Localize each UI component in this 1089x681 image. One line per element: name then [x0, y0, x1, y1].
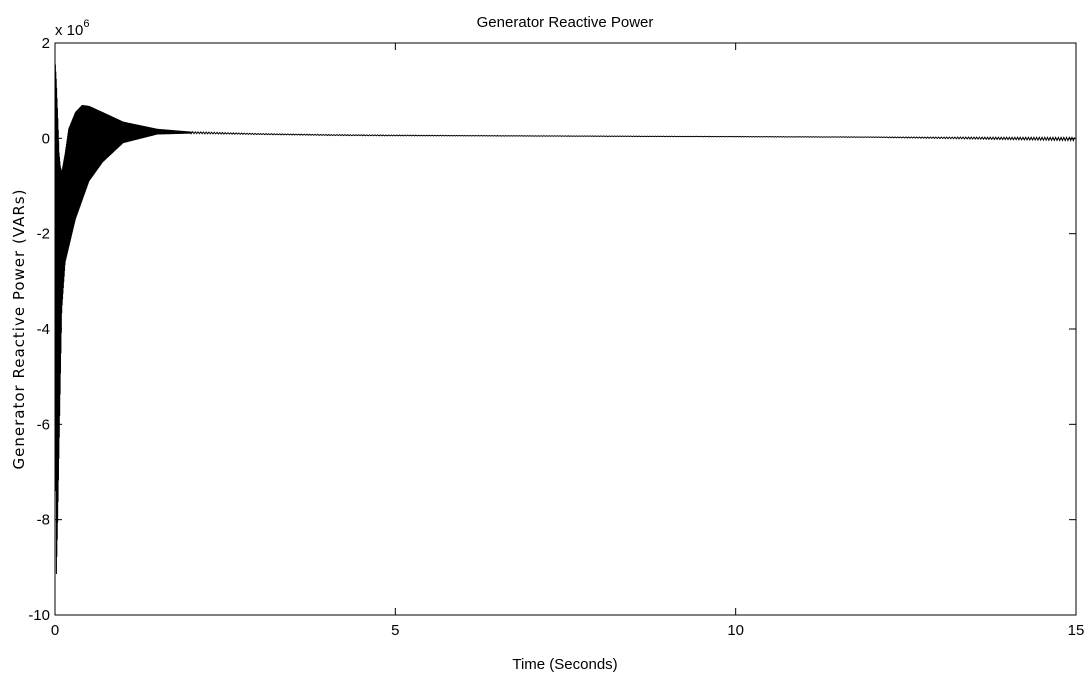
x-tick-label: 5 [391, 622, 399, 639]
y-tick-label: 2 [42, 35, 50, 52]
series-group [54, 57, 1076, 575]
y-tick-label: 0 [42, 130, 50, 147]
y-axis-label: Generator Reactive Power (VARs) [10, 189, 28, 470]
y-tick-label: -4 [37, 321, 50, 338]
plot-area [54, 42, 1077, 616]
y-exponent-base: x 10 [55, 22, 83, 39]
x-tick-label: 15 [1068, 622, 1085, 639]
y-tick-label: -2 [37, 226, 50, 243]
series-line [54, 57, 1076, 575]
y-tick-label: -8 [37, 512, 50, 529]
x-axis-label: Time (Seconds) [512, 656, 617, 673]
y-tick-label: -10 [28, 607, 50, 624]
y-exponent-label: x 106 [55, 18, 89, 39]
y-exponent-power: 6 [83, 18, 89, 30]
y-tick-label: -6 [37, 416, 50, 433]
x-tick-label: 10 [727, 622, 744, 639]
x-tick-label: 0 [51, 622, 59, 639]
chart-title: Generator Reactive Power [477, 14, 654, 31]
